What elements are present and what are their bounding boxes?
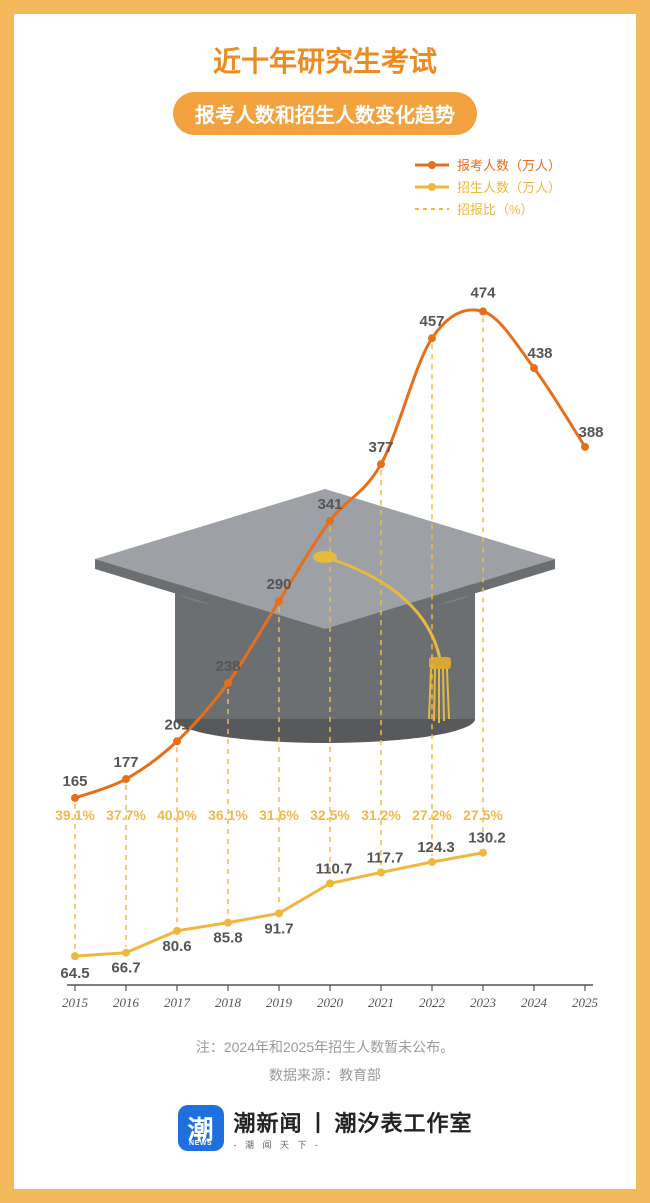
ratio-label: 27.2% — [412, 807, 452, 823]
footer-text-block: 潮新闻 丨 潮汐表工作室 - 潮 闻 天 下 - — [234, 1106, 473, 1151]
admitted-label: 117.7 — [367, 849, 404, 866]
applicants-label: 474 — [470, 284, 496, 301]
outer-frame: 近十年研究生考试 报考人数和招生人数变化趋势 — [0, 0, 650, 1203]
applicants-point — [224, 679, 232, 687]
chart-area: 报考人数（万人） 招生人数（万人） 招报比（%） 39.1% 37.7% 40.0% 36… — [45, 159, 605, 1019]
admitted-point — [326, 879, 334, 887]
x-tick-label: 2024 — [521, 995, 548, 1010]
admitted-label: 64.5 — [60, 965, 89, 982]
footer: 潮 NEWS 潮新闻 丨 潮汐表工作室 - 潮 闻 天 下 - — [14, 1105, 636, 1151]
x-tick-label: 2020 — [317, 995, 344, 1010]
admitted-point — [428, 858, 436, 866]
x-tick-label: 2019 — [266, 995, 293, 1010]
applicants-point — [479, 307, 487, 315]
admitted-series: 64.5 66.7 80.6 85.8 91.7 110.7 117.7 124.3 130.2 — [60, 830, 505, 982]
x-axis: 2015 2016 2017 2018 2019 2020 2021 2022 2023 2024… — [62, 985, 599, 1010]
ratio-label: 31.2% — [361, 807, 401, 823]
footer-brand: 潮新闻 — [234, 1111, 303, 1136]
legend: 报考人数（万人） 招生人数（万人） 招报比（%） — [415, 159, 561, 217]
footer-tagline: - 潮 闻 天 下 - — [234, 1138, 473, 1151]
footer-studio: 潮汐表工作室 — [334, 1111, 472, 1136]
admitted-point — [224, 919, 232, 927]
applicants-label: 290 — [266, 576, 291, 593]
ratio-label: 36.1% — [208, 807, 248, 823]
note-text: 注：2024年和2025年招生人数暂未公布。 — [14, 1037, 636, 1057]
ratio-label: 27.5% — [463, 807, 503, 823]
admitted-point — [275, 909, 283, 917]
x-tick-label: 2016 — [113, 995, 140, 1010]
chart-svg: 报考人数（万人） 招生人数（万人） 招报比（%） 39.1% 37.7% 40.0% 36… — [45, 159, 605, 1019]
ratio-label: 37.7% — [106, 807, 146, 823]
x-tick-label: 2022 — [419, 995, 446, 1010]
admitted-point — [377, 868, 385, 876]
admitted-point — [479, 849, 487, 857]
x-tick-label: 2023 — [470, 995, 497, 1010]
ratio-label: 40.0% — [157, 807, 197, 823]
logo-sub: NEWS — [189, 1140, 212, 1147]
applicants-point — [581, 443, 589, 451]
applicants-point — [122, 775, 130, 783]
applicants-point — [377, 460, 385, 468]
ratio-label: 31.6% — [259, 807, 299, 823]
applicants-point — [530, 364, 538, 372]
x-tick-label: 2015 — [62, 995, 89, 1010]
x-tick-label: 2017 — [164, 995, 191, 1010]
applicants-label: 388 — [578, 424, 603, 441]
legend-label: 招报比（%） — [457, 202, 534, 217]
admitted-point — [173, 927, 181, 935]
x-tick-label: 2025 — [572, 995, 599, 1010]
x-tick-label: 2018 — [215, 995, 242, 1010]
applicants-point — [326, 517, 334, 525]
ratio-label: 32.5% — [310, 807, 350, 823]
admitted-label: 85.8 — [213, 930, 242, 947]
subtitle-pill: 报考人数和招生人数变化趋势 — [173, 92, 477, 135]
legend-label: 招生人数（万人） — [457, 180, 561, 195]
source-text: 数据来源：教育部 — [14, 1065, 636, 1085]
logo-icon: 潮 NEWS — [178, 1105, 224, 1151]
applicants-label: 377 — [368, 439, 393, 456]
admitted-label: 91.7 — [264, 920, 293, 937]
applicants-point — [71, 794, 79, 802]
page-title: 近十年研究生考试 — [14, 40, 636, 80]
admitted-label: 130.2 — [468, 830, 506, 847]
applicants-label: 438 — [527, 345, 552, 362]
admitted-label: 66.7 — [111, 960, 140, 977]
x-tick-label: 2021 — [368, 995, 394, 1010]
ratio-label: 39.1% — [55, 807, 95, 823]
applicants-point — [173, 737, 181, 745]
legend-label: 报考人数（万人） — [457, 159, 561, 173]
applicants-point — [275, 597, 283, 605]
admitted-label: 110.7 — [316, 860, 353, 877]
applicants-label: 457 — [419, 313, 444, 330]
applicants-point — [428, 334, 436, 342]
applicants-label: 238 — [215, 658, 240, 675]
footer-divider: 丨 — [307, 1111, 330, 1136]
applicants-label: 165 — [62, 773, 87, 790]
admitted-point — [122, 949, 130, 957]
admitted-point — [71, 952, 79, 960]
applicants-label: 201 — [164, 716, 189, 733]
applicants-label: 177 — [113, 754, 138, 771]
admitted-label: 124.3 — [417, 839, 455, 856]
applicants-label: 341 — [317, 496, 342, 513]
admitted-label: 80.6 — [162, 938, 191, 955]
